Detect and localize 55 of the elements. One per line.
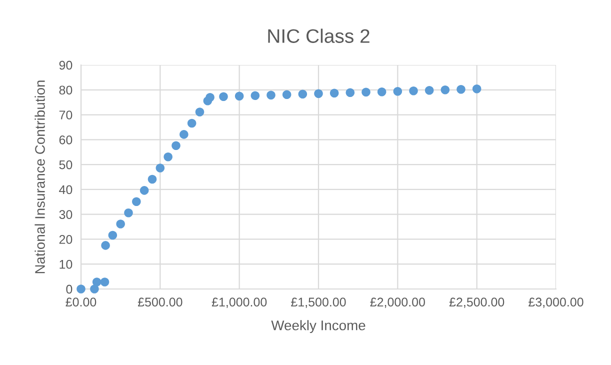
point	[314, 89, 323, 98]
point	[393, 86, 402, 96]
point	[108, 230, 118, 240]
point	[250, 91, 260, 100]
point	[362, 88, 370, 97]
point	[219, 92, 228, 101]
point	[377, 87, 386, 96]
point	[148, 174, 157, 184]
point	[282, 90, 292, 100]
point	[187, 118, 196, 128]
point	[298, 90, 308, 99]
point	[266, 90, 276, 100]
y-tick-label: 10	[60, 260, 72, 269]
point	[76, 284, 86, 294]
y-tick-label: 40	[59, 185, 72, 194]
point	[100, 278, 110, 286]
y-tick-label: 20	[59, 235, 72, 244]
y-tick-label: 50	[59, 160, 72, 170]
x-tick-label: £1,000.00	[212, 298, 267, 308]
point	[456, 85, 466, 94]
point	[195, 108, 204, 116]
chart-title: NIC Class 2	[268, 28, 370, 43]
point	[124, 208, 133, 218]
point	[346, 88, 355, 98]
point	[472, 84, 482, 94]
point	[140, 186, 149, 195]
point	[164, 152, 172, 162]
point	[424, 86, 434, 95]
x-tick-label: £2,000.00	[370, 298, 425, 308]
point	[180, 130, 188, 139]
x-tick-label: £0.00	[66, 298, 96, 307]
y-tick-label: 80	[59, 86, 72, 95]
point	[409, 86, 418, 96]
point	[116, 220, 125, 228]
point	[172, 141, 180, 150]
y-tick-label: 60	[59, 135, 72, 144]
point	[234, 92, 244, 101]
point	[132, 197, 141, 206]
point	[156, 164, 165, 172]
x-tick-label: £3,000.00	[528, 298, 584, 308]
point	[92, 278, 102, 286]
y-tick-label: 70	[59, 110, 72, 120]
point	[101, 241, 110, 250]
y-axis-title: National Insurance Contribution	[34, 80, 45, 274]
x-tick-label: £1,500.00	[291, 298, 346, 308]
x-tick-label: £500.00	[138, 298, 182, 307]
x-axis-title: Weekly Income	[271, 320, 366, 334]
y-tick-label: 90	[59, 60, 72, 70]
point	[90, 284, 99, 294]
point	[440, 85, 450, 94]
y-tick-label: 30	[59, 210, 72, 219]
point	[206, 92, 214, 102]
y-tick-label: 0	[66, 284, 72, 294]
point	[330, 88, 339, 98]
x-tick-label: £2,500.00	[449, 298, 504, 308]
